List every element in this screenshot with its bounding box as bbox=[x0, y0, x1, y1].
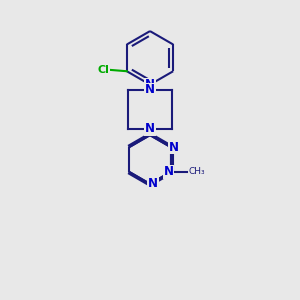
Text: N: N bbox=[145, 83, 155, 97]
Text: N: N bbox=[164, 165, 174, 178]
Text: N: N bbox=[145, 78, 155, 91]
Text: N: N bbox=[148, 177, 158, 190]
Text: N: N bbox=[169, 141, 178, 154]
Text: Cl: Cl bbox=[97, 65, 109, 75]
Text: N: N bbox=[145, 122, 155, 135]
Text: CH₃: CH₃ bbox=[189, 167, 205, 176]
